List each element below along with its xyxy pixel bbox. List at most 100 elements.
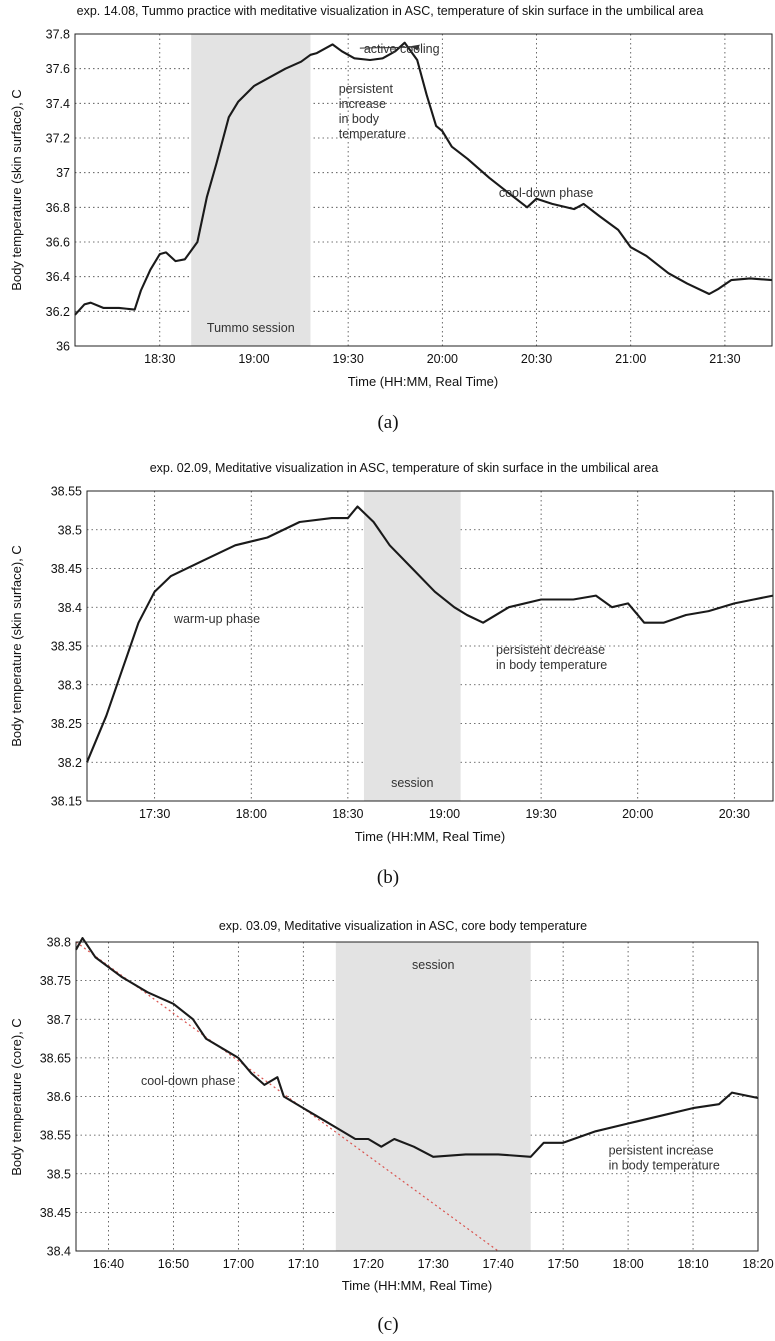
chart-b-annotation: persistent decrease in body temperature — [496, 643, 607, 672]
chart-b: exp. 02.09, Meditative visualization in … — [9, 461, 774, 888]
chart-a-y-tick-label: 36.4 — [46, 270, 70, 284]
chart-a-x-tick-label: 19:30 — [333, 352, 364, 366]
chart-b-x-tick-label: 17:30 — [139, 807, 170, 821]
chart-b-x-axis-label: Time (HH:MM, Real Time) — [355, 829, 505, 844]
chart-a-x-tick-label: 18:30 — [144, 352, 175, 366]
chart-b-y-tick-label: 38.4 — [58, 601, 82, 615]
chart-b-temperature-line — [86, 505, 774, 763]
chart-c-y-tick-label: 38.6 — [47, 1090, 71, 1104]
chart-c-x-tick-label: 18:00 — [612, 1257, 643, 1271]
chart-a-y-tick-label: 36 — [56, 340, 70, 354]
chart-c-y-tick-label: 38.5 — [47, 1167, 71, 1181]
chart-a-annotation-line: active cooling — [364, 42, 440, 56]
chart-b-annotation-line: persistent decrease — [496, 643, 605, 657]
chart-b-x-tick-label: 18:30 — [332, 807, 363, 821]
chart-a-y-tick-label: 37.6 — [46, 62, 70, 76]
chart-c-annotation: cool-down phase — [141, 1074, 236, 1088]
chart-b-y-tick-label: 38.5 — [58, 523, 82, 537]
chart-a-arrowhead-icon — [410, 44, 420, 51]
chart-c-x-tick-label: 18:20 — [742, 1257, 773, 1271]
chart-a-caption: (a) — [377, 412, 398, 433]
chart-c-x-tick-label: 16:40 — [93, 1257, 124, 1271]
chart-b-annotation-line: in body temperature — [496, 658, 607, 672]
chart-a-annotation-line: in body — [339, 112, 380, 126]
chart-a-annotation-line: temperature — [339, 127, 406, 141]
chart-b-y-tick-label: 38.45 — [51, 562, 82, 576]
chart-a-y-tick-label: 36.8 — [46, 201, 70, 215]
chart-a-y-tick-label: 37 — [56, 166, 70, 180]
chart-c-x-tick-label: 16:50 — [158, 1257, 189, 1271]
chart-c-x-tick-label: 17:00 — [223, 1257, 254, 1271]
chart-c-y-tick-label: 38.7 — [47, 1013, 71, 1027]
chart-b-y-tick-label: 38.15 — [51, 795, 82, 809]
chart-a-temperature-line — [74, 41, 773, 316]
chart-a-annotation-line: cool-down phase — [499, 186, 594, 200]
chart-a-y-tick-label: 37.8 — [46, 28, 70, 42]
chart-b-session-label: session — [391, 776, 433, 790]
chart-c-y-tick-label: 38.55 — [40, 1129, 71, 1143]
chart-c-y-tick-label: 38.4 — [47, 1245, 71, 1259]
chart-c: exp. 03.09, Meditative visualization in … — [9, 919, 774, 1335]
chart-a-session-shade — [191, 34, 311, 346]
chart-c-x-axis-label: Time (HH:MM, Real Time) — [342, 1278, 492, 1293]
chart-a-session-label: Tummo session — [207, 321, 295, 335]
chart-b-x-tick-label: 19:00 — [429, 807, 460, 821]
chart-b-y-tick-label: 38.55 — [51, 485, 82, 499]
chart-c-trend-line — [75, 941, 499, 1252]
chart-a-y-tick-label: 37.4 — [46, 97, 70, 111]
chart-c-temperature-line — [75, 937, 759, 1158]
chart-a-plot-frame — [74, 33, 773, 347]
chart-c-x-tick-label: 17:30 — [418, 1257, 449, 1271]
chart-b-x-tick-label: 18:00 — [236, 807, 267, 821]
chart-a: exp. 14.08, Tummo practice with meditati… — [9, 4, 773, 433]
chart-c-x-tick-label: 17:10 — [288, 1257, 319, 1271]
chart-c-caption: (c) — [377, 1314, 398, 1335]
chart-b-session-shade — [363, 491, 461, 801]
chart-c-annotation-line: in body temperature — [609, 1158, 720, 1172]
chart-b-annotation: warm-up phase — [173, 612, 260, 626]
chart-b-x-tick-label: 19:30 — [525, 807, 556, 821]
chart-a-annotation: persistent increase in body temperature — [339, 82, 406, 141]
chart-a-y-axis-label: Body temperature (skin surface), C — [9, 89, 24, 291]
chart-c-x-tick-label: 17:50 — [548, 1257, 579, 1271]
chart-a-x-tick-label: 20:00 — [427, 352, 458, 366]
chart-b-y-tick-label: 38.25 — [51, 717, 82, 731]
chart-c-annotation-line: cool-down phase — [141, 1074, 236, 1088]
chart-a-y-tick-label: 37.2 — [46, 132, 70, 146]
chart-c-session-shade — [335, 942, 531, 1251]
chart-b-y-tick-label: 38.3 — [58, 678, 82, 692]
chart-a-x-tick-label: 21:00 — [615, 352, 646, 366]
chart-c-plot-frame — [75, 941, 759, 1252]
chart-a-x-tick-label: 20:30 — [521, 352, 552, 366]
chart-a-x-axis-label: Time (HH:MM, Real Time) — [348, 374, 498, 389]
chart-c-y-tick-label: 38.8 — [47, 936, 71, 950]
chart-b-x-tick-label: 20:00 — [622, 807, 653, 821]
chart-a-x-tick-label: 21:30 — [709, 352, 740, 366]
chart-c-y-axis-label: Body temperature (core), C — [9, 1018, 24, 1176]
chart-a-annotation: cool-down phase — [499, 186, 594, 200]
chart-b-y-axis-label: Body temperature (skin surface), C — [9, 545, 24, 747]
chart-c-x-tick-label: 17:20 — [353, 1257, 384, 1271]
chart-c-session-label: session — [412, 958, 454, 972]
chart-a-annotation: active cooling — [364, 42, 440, 56]
chart-a-x-tick-label: 19:00 — [238, 352, 269, 366]
chart-a-annotation-line: increase — [339, 97, 386, 111]
chart-c-y-tick-label: 38.65 — [40, 1051, 71, 1065]
chart-c-title: exp. 03.09, Meditative visualization in … — [219, 919, 587, 933]
chart-a-annotation-arrow — [359, 46, 414, 49]
chart-c-annotation: persistent increase in body temperature — [609, 1143, 720, 1172]
chart-b-y-tick-label: 38.35 — [51, 640, 82, 654]
chart-a-y-tick-label: 36.6 — [46, 236, 70, 250]
chart-c-y-tick-label: 38.75 — [40, 974, 71, 988]
chart-b-title: exp. 02.09, Meditative visualization in … — [150, 461, 659, 475]
chart-c-x-tick-label: 18:10 — [677, 1257, 708, 1271]
chart-c-y-tick-label: 38.45 — [40, 1206, 71, 1220]
chart-a-y-tick-label: 36.2 — [46, 305, 70, 319]
chart-b-y-tick-label: 38.2 — [58, 756, 82, 770]
chart-b-x-tick-label: 20:30 — [719, 807, 750, 821]
chart-c-annotation-line: persistent increase — [609, 1143, 714, 1157]
chart-a-annotation-line: persistent — [339, 82, 394, 96]
chart-b-plot-frame — [86, 490, 774, 802]
chart-b-annotation-line: warm-up phase — [173, 612, 260, 626]
